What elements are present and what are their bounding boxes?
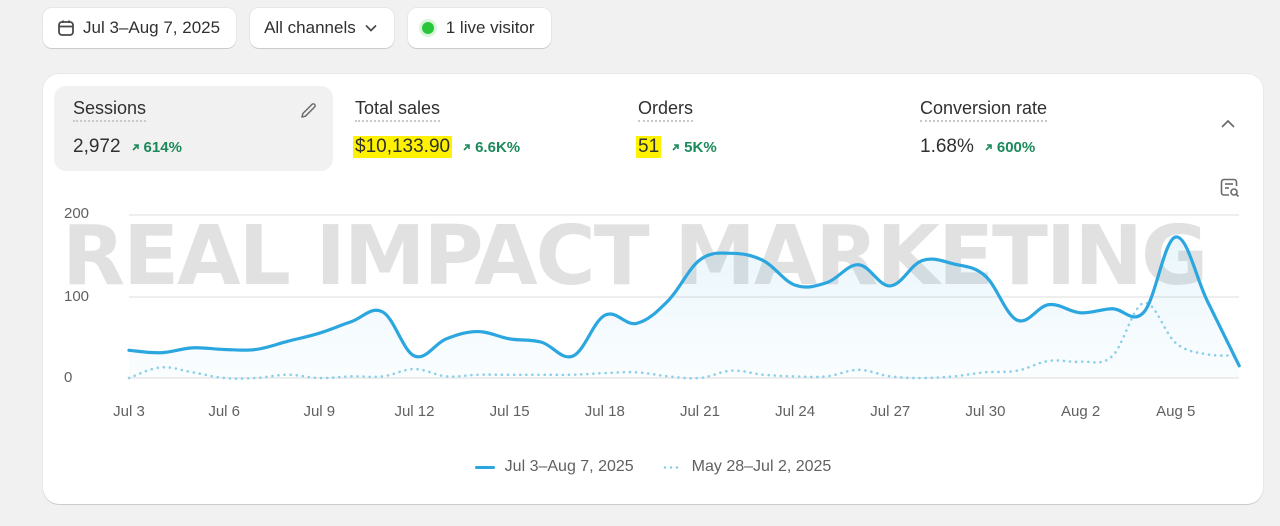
metric-value: 2,972 <box>73 136 121 157</box>
analytics-card: REAL IMPACT MARKETING Sessions 2,972 614… <box>43 74 1263 504</box>
metric-value: $10,133.90 <box>353 136 453 158</box>
metric-change: 6.6K% <box>462 139 520 156</box>
x-tick-label: Jul 9 <box>303 403 336 420</box>
x-tick-label: Jul 3 <box>113 403 145 420</box>
x-tick-label: Jul 30 <box>965 403 1006 420</box>
x-tick-label: Jul 6 <box>208 403 240 420</box>
metric-tile-conversion-rate[interactable]: Conversion rate 1.68% 600% <box>901 86 1180 171</box>
dotted-line-swatch <box>661 465 682 469</box>
arrow-up-right-icon <box>463 143 470 151</box>
date-range-label: Jul 3–Aug 7, 2025 <box>83 18 221 37</box>
metric-change: 5K% <box>671 139 717 156</box>
metric-change: 614% <box>131 139 182 156</box>
y-tick-label: 200 <box>64 205 90 222</box>
comparison-series-line <box>127 301 1241 380</box>
arrow-up-right-icon <box>985 143 992 151</box>
grid-lines <box>129 214 1239 379</box>
legend-item-comparison[interactable]: May 28–Jul 2, 2025 <box>661 458 831 476</box>
metric-label: Sessions <box>73 98 147 122</box>
x-tick-label: Jul 18 <box>584 403 625 420</box>
primary-area <box>129 236 1240 378</box>
toolbar: Jul 3–Aug 7, 2025 All channels 1 live vi… <box>43 8 551 48</box>
chart-search-icon[interactable] <box>1219 177 1241 199</box>
metric-value: 51 <box>636 136 662 158</box>
live-visitors-button[interactable]: 1 live visitor <box>407 8 551 48</box>
calendar-icon <box>58 20 74 36</box>
metric-change: 600% <box>984 139 1035 156</box>
metric-tile-orders[interactable]: Orders 51 5K% <box>619 86 898 171</box>
metric-label: Conversion rate <box>920 98 1048 122</box>
live-visitors-label: 1 live visitor <box>445 18 535 37</box>
x-tick-label: Jul 21 <box>679 403 720 420</box>
x-tick-label: Jul 15 <box>489 403 530 420</box>
date-range-button[interactable]: Jul 3–Aug 7, 2025 <box>43 8 237 48</box>
metric-value: 1.68% <box>920 136 974 157</box>
channel-filter-dropdown[interactable]: All channels <box>250 8 394 48</box>
metric-label: Orders <box>638 98 694 122</box>
chevron-up-icon[interactable] <box>1220 119 1236 129</box>
arrow-up-right-icon <box>672 143 679 151</box>
y-tick-label: 0 <box>64 369 73 386</box>
x-tick-label: Aug 5 <box>1156 403 1196 420</box>
legend-item-current[interactable]: Jul 3–Aug 7, 2025 <box>474 458 634 476</box>
metric-tile-total-sales[interactable]: Total sales $10,133.90 6.6K% <box>336 86 615 171</box>
channel-filter-label: All channels <box>264 18 356 37</box>
watermark: REAL IMPACT MARKETING <box>62 209 1208 304</box>
metric-tile-sessions[interactable]: Sessions 2,972 614% <box>54 86 333 171</box>
x-tick-label: Jul 27 <box>870 403 911 420</box>
x-tick-label: Aug 2 <box>1060 403 1101 420</box>
chart-legend: Jul 3–Aug 7, 2025 May 28–Jul 2, 2025 <box>43 458 1263 476</box>
x-tick-label: Jul 24 <box>775 403 816 420</box>
solid-line-swatch <box>474 465 495 469</box>
primary-series-line <box>127 235 1241 368</box>
metric-label: Total sales <box>355 98 441 122</box>
x-tick-label: Jul 12 <box>394 403 435 420</box>
live-status-dot <box>421 22 434 34</box>
arrow-up-right-icon <box>131 143 139 151</box>
pencil-icon[interactable] <box>297 100 319 122</box>
y-tick-label: 100 <box>64 288 90 305</box>
chevron-down-icon <box>365 24 377 32</box>
